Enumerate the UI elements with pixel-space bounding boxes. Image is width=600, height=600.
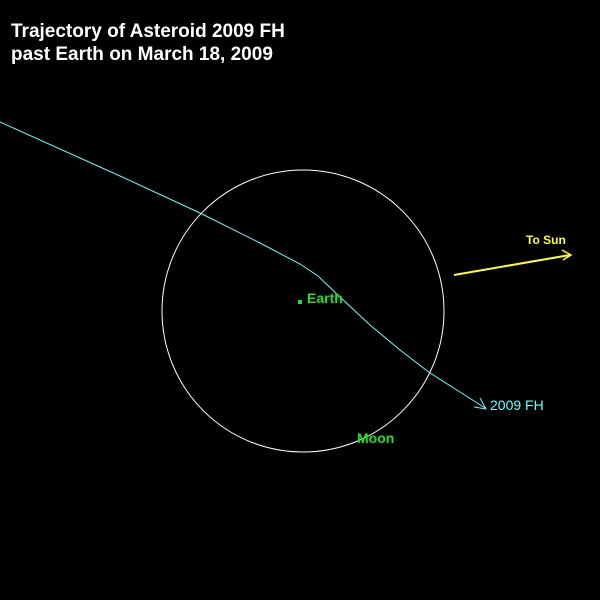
sun-label: To Sun <box>526 233 566 247</box>
title-line-1: Trajectory of Asteroid 2009 FH <box>11 21 285 42</box>
moon-label: Moon <box>357 430 394 446</box>
title-line-2: past Earth on March 18, 2009 <box>11 44 273 65</box>
sun-direction-arrow <box>453 254 571 276</box>
earth-label: Earth <box>307 290 343 306</box>
asteroid-label: 2009 FH <box>490 397 544 413</box>
moon-orbit <box>161 169 445 453</box>
earth-dot <box>298 300 302 304</box>
arrow-right-icon <box>561 249 573 261</box>
arrow-right-down-icon <box>473 397 487 410</box>
asteroid-trajectory <box>0 121 486 409</box>
